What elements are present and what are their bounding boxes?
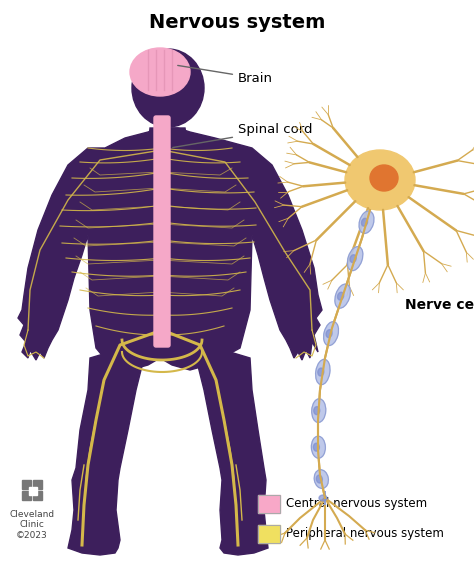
Bar [29, 487, 37, 495]
Bar [33, 491, 42, 500]
Ellipse shape [361, 218, 367, 226]
Bar [33, 480, 42, 489]
Polygon shape [148, 128, 188, 148]
Ellipse shape [337, 292, 344, 300]
Ellipse shape [316, 359, 330, 384]
Ellipse shape [314, 407, 320, 415]
Bar [22, 491, 31, 500]
Ellipse shape [312, 399, 326, 422]
Ellipse shape [313, 443, 319, 451]
Ellipse shape [335, 284, 350, 308]
Polygon shape [68, 352, 144, 555]
Ellipse shape [370, 165, 398, 191]
Ellipse shape [345, 150, 415, 210]
Text: Cleveland
Clinic
©2023: Cleveland Clinic ©2023 [9, 510, 55, 540]
Ellipse shape [350, 255, 356, 262]
Ellipse shape [319, 495, 327, 501]
Text: Peripheral nervous system: Peripheral nervous system [286, 528, 444, 540]
Ellipse shape [318, 368, 324, 376]
Bar [258, 495, 280, 513]
Bar [22, 480, 31, 489]
Bar [258, 525, 280, 543]
Text: Central nervous system: Central nervous system [286, 497, 427, 511]
Ellipse shape [326, 329, 332, 337]
Ellipse shape [359, 211, 374, 233]
Text: Brain: Brain [178, 65, 273, 84]
Bar [258, 495, 280, 513]
Ellipse shape [314, 470, 328, 488]
Ellipse shape [324, 321, 338, 346]
Ellipse shape [130, 48, 190, 96]
Ellipse shape [347, 246, 363, 270]
Text: Nervous system: Nervous system [149, 13, 325, 32]
Bar [258, 525, 280, 543]
Text: Nerve cell: Nerve cell [405, 298, 474, 312]
Polygon shape [18, 128, 322, 370]
Polygon shape [196, 352, 268, 555]
Ellipse shape [132, 49, 204, 127]
Text: Spinal cord: Spinal cord [173, 124, 312, 147]
Ellipse shape [311, 436, 325, 458]
Ellipse shape [316, 475, 322, 483]
FancyBboxPatch shape [154, 116, 170, 347]
